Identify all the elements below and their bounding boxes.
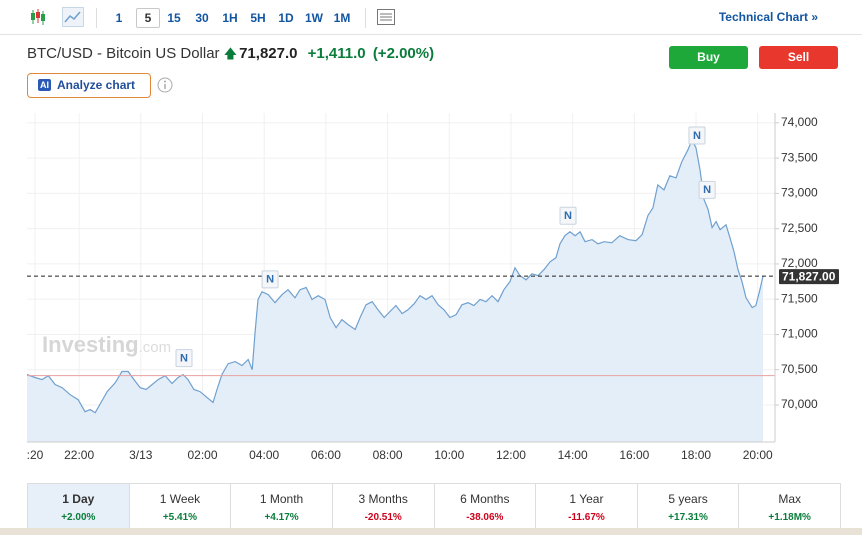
interval-button[interactable]: 1H: [222, 11, 238, 25]
x-tick-label: 14:00: [558, 448, 588, 462]
watermark: Investing: [42, 332, 139, 357]
info-icon[interactable]: [157, 77, 173, 93]
interval-button[interactable]: 30: [195, 11, 209, 25]
y-tick-label: 70,500: [781, 362, 818, 376]
y-tick-label: 71,500: [781, 291, 818, 305]
news-marker-label: N: [266, 274, 274, 286]
x-tick-label: 22:00: [64, 448, 94, 462]
candle-icon[interactable]: [29, 8, 47, 26]
period-change: +4.17%: [264, 512, 299, 523]
interval-button[interactable]: 1W: [305, 11, 323, 25]
buy-button[interactable]: Buy: [669, 46, 748, 69]
instrument-name: BTC/USD - Bitcoin US Dollar: [27, 45, 220, 62]
news-marker: [698, 180, 716, 199]
period-change: -11.67%: [568, 512, 605, 523]
period-change: -20.51%: [364, 512, 402, 523]
technical-chart-link[interactable]: Technical Chart »: [718, 10, 818, 24]
news-marker: [688, 126, 706, 145]
period-change: -38.06%: [466, 512, 504, 523]
period-cell[interactable]: 1 Week +5.41%: [130, 484, 232, 528]
change-percent: (+2.00%): [372, 45, 435, 62]
news-marker: [261, 270, 279, 289]
period-label: 1 Month: [259, 492, 304, 506]
area-icon[interactable]: [62, 7, 84, 27]
period-change: +1.18M%: [768, 512, 811, 523]
x-tick-label: 02:00: [187, 448, 217, 462]
ai-badge: AI: [38, 79, 51, 91]
x-tick-label: 08:00: [373, 448, 403, 462]
x-tick-label: :20: [27, 448, 44, 462]
news-marker: [559, 206, 577, 225]
last-price-box: [779, 269, 839, 285]
instrument-header: BTC/USD - Bitcoin US Dollar 🡅 71,827.0 +1…: [27, 45, 434, 67]
y-tick-label: 71,000: [781, 327, 818, 341]
price-line: [26, 138, 764, 414]
period-cell[interactable]: Max +1.18M%: [739, 484, 840, 528]
y-tick-label: 70,000: [781, 397, 818, 411]
sell-button[interactable]: Sell: [759, 46, 838, 69]
y-tick-label: 72,000: [781, 256, 818, 270]
interval-button[interactable]: 1M: [333, 11, 351, 25]
footer-strip: [0, 528, 862, 535]
interval-button[interactable]: 1D: [278, 11, 294, 25]
news-marker: [175, 349, 193, 368]
area-fill: [27, 139, 763, 443]
x-tick-label: 04:00: [249, 448, 279, 462]
period-cell[interactable]: 6 Months -38.06%: [435, 484, 537, 528]
interval-button[interactable]: 15: [167, 11, 181, 25]
news-marker-label: N: [703, 184, 711, 196]
analyze-label: Analyze chart: [57, 78, 136, 92]
period-label: Max: [778, 492, 802, 506]
x-tick-label: 10:00: [434, 448, 464, 462]
interval-button[interactable]: 5H: [250, 11, 266, 25]
period-change: +2.00%: [61, 512, 96, 523]
period-cell[interactable]: 3 Months -20.51%: [333, 484, 435, 528]
separator: [365, 8, 366, 28]
period-cell[interactable]: 1 Year -11.67%: [536, 484, 638, 528]
analyze-chart-button[interactable]: AI Analyze chart: [27, 73, 151, 98]
x-tick-label: 12:00: [496, 448, 526, 462]
watermark-suffix: .com: [139, 339, 172, 356]
period-label: 6 Months: [460, 492, 510, 506]
period-cell[interactable]: 1 Day +2.00%: [28, 484, 130, 528]
x-tick-label: 3/13: [129, 448, 153, 462]
period-table: 1 Day +2.00% 1 Week +5.41% 1 Month +4.17% 3 Mo…: [27, 483, 841, 529]
interval-button[interactable]: 5: [136, 8, 160, 28]
price: 71,827.0: [239, 45, 298, 62]
y-tick-label: 73,500: [781, 150, 818, 164]
news-marker-label: N: [564, 210, 572, 222]
interval-button[interactable]: 1: [115, 11, 123, 25]
table-icon[interactable]: [376, 8, 396, 26]
period-label: 1 Year: [569, 492, 604, 506]
period-label: 5 years: [668, 492, 708, 506]
x-tick-label: 18:00: [681, 448, 711, 462]
x-tick-label: 16:00: [619, 448, 649, 462]
period-label: 3 Months: [358, 492, 408, 506]
period-change: +17.31%: [668, 512, 708, 523]
x-tick-label: 06:00: [311, 448, 341, 462]
period-label: 1 Day: [62, 492, 95, 506]
y-tick-label: 73,000: [781, 186, 818, 200]
period-cell[interactable]: 1 Month +4.17%: [231, 484, 333, 528]
period-label: 1 Week: [159, 492, 201, 506]
news-marker-label: N: [180, 352, 188, 364]
news-marker-label: N: [693, 130, 701, 142]
y-tick-label: 72,500: [781, 221, 818, 235]
x-tick-label: 20:00: [743, 448, 773, 462]
up-arrow: 🡅: [223, 46, 238, 61]
period-change: +5.41%: [162, 512, 198, 523]
last-price-label: 71,827.00: [782, 269, 836, 283]
separator: [96, 8, 97, 28]
toolbar: Technical Chart » 1 5 15 30 1H 5H 1D 1W 1M: [0, 0, 862, 35]
y-tick-label: 74,000: [781, 115, 818, 129]
change: +1,411.0: [307, 45, 366, 62]
period-cell[interactable]: 5 years +17.31%: [638, 484, 740, 528]
